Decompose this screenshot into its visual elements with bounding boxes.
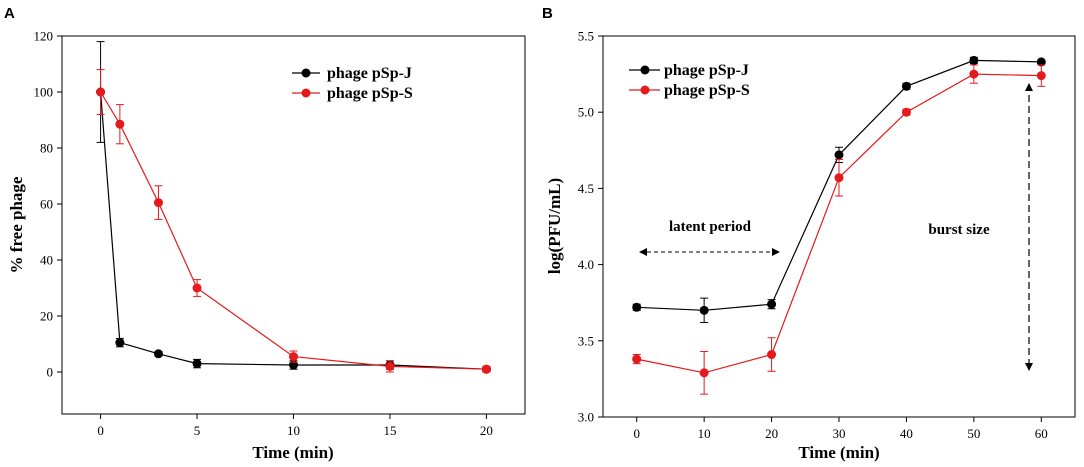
- panel-b-x-tick-label-60: 60: [1035, 426, 1048, 441]
- panel-b-y-ticks: 3.0 3.5 4.0 4.5 5.0 5.5: [578, 29, 603, 425]
- panel-a-legend-marker-psps: [301, 88, 311, 98]
- panel-b-y-tick-label-3.5: 3.5: [578, 333, 594, 348]
- panel-b-x-tick-label-40: 40: [900, 426, 913, 441]
- panel-b-data-point-psps-0: [632, 354, 642, 364]
- panel-b-x-tick-label-10: 10: [698, 426, 711, 441]
- panel-a-y-tick-label-120: 120: [34, 29, 54, 44]
- panel-b-legend: phage pSp-J phage pSp-S: [629, 62, 750, 99]
- panel-a-data-point-pspj-3: [153, 349, 163, 359]
- panel-a-data-point-psps-0: [96, 87, 106, 97]
- panel-b-data-point-pspj-60: [1036, 57, 1046, 67]
- panel-a-y-tick-label-20: 20: [40, 309, 53, 324]
- panel-a-x-tick-label-10: 10: [287, 423, 300, 438]
- panel-a-y-tick-label-60: 60: [40, 197, 53, 212]
- panel-b-data-point-psps-40: [901, 107, 911, 117]
- panel-b-chart: B 0 10 20 30 40 50 60 3.0 3.5 4.0 4.5 5.0 5.5 Time …: [542, 5, 1076, 462]
- panel-b-data-point-psps-20: [767, 350, 777, 360]
- panel-b-legend-marker-psps: [640, 85, 650, 95]
- panel-b-legend-label-pspj: phage pSp-J: [664, 62, 749, 79]
- panel-b-y-tick-label-5.5: 5.5: [578, 29, 594, 44]
- panel-a-data-point-psps-15: [385, 361, 395, 371]
- panel-b-data-point-pspj-50: [969, 55, 979, 65]
- latent-period-label: latent period: [669, 219, 752, 235]
- panel-a-data-point-psps-10: [289, 352, 298, 362]
- panel-b-y-tick-label-4: 4.0: [578, 257, 594, 272]
- panel-b-data-point-psps-10: [699, 368, 709, 378]
- panel-b-data-point-pspj-20: [767, 299, 777, 309]
- panel-b-x-ticks: 0 10 20 30 40 50 60: [633, 417, 1048, 441]
- panel-b-data-point-pspj-0: [632, 302, 642, 312]
- burst-size-label: burst size: [928, 222, 990, 238]
- panel-a-y-tick-label-100: 100: [34, 85, 54, 100]
- panel-a-y-tick-label-40: 40: [40, 253, 53, 268]
- panel-a-chart: A 0 5 10 15 20 0 20 40 60 80 100 120 Time (min) % …: [4, 5, 526, 462]
- panel-a-legend-label-psps: phage pSp-S: [327, 85, 413, 102]
- panel-b-x-axis-label: Time (min): [798, 443, 879, 462]
- panel-a-letter: A: [4, 5, 15, 22]
- panel-b-y-tick-label-5: 5.0: [578, 105, 594, 120]
- panel-a-legend-marker-pspj: [301, 68, 311, 78]
- panel-b-x-tick-label-30: 30: [833, 426, 846, 441]
- panel-a-x-ticks: 0 5 10 15 20: [97, 414, 493, 438]
- panel-a-x-tick-label-15: 15: [383, 423, 396, 438]
- panel-b-series: [632, 55, 1046, 395]
- panel-a-x-axis-label: Time (min): [252, 443, 333, 462]
- panel-a-x-tick-label-5: 5: [194, 423, 201, 438]
- panel-a-series-line-psps: [100, 91, 487, 370]
- panel-a-data-point-pspj-5: [192, 359, 202, 369]
- panel-b-y-axis-label: log(PFU/mL): [545, 178, 564, 274]
- panel-b-data-point-pspj-40: [901, 81, 911, 91]
- panel-a-data-point-psps-1: [115, 119, 125, 129]
- panel-a-x-tick-label-20: 20: [480, 423, 493, 438]
- panel-a-series-line-pspj: [100, 91, 487, 370]
- panel-a-data-point-psps-20: [481, 364, 491, 374]
- panel-b-x-tick-label-20: 20: [765, 426, 778, 441]
- panel-a-y-tick-label-80: 80: [40, 141, 53, 156]
- panel-a-y-tick-label-0: 0: [47, 365, 54, 380]
- panel-b-data-point-pspj-10: [699, 305, 709, 315]
- panel-a-data-point-pspj-1: [115, 338, 125, 348]
- panel-b-data-point-pspj-30: [834, 150, 844, 160]
- panel-a-y-axis-label: % free phage: [7, 176, 26, 273]
- panel-b-legend-marker-pspj: [640, 65, 650, 75]
- panel-a-x-tick-label-0: 0: [97, 423, 104, 438]
- panel-b-x-tick-label-50: 50: [967, 426, 980, 441]
- panel-b-data-point-psps-30: [834, 173, 844, 183]
- panel-b-y-tick-label-4.5: 4.5: [578, 181, 594, 196]
- panel-b-data-point-psps-50: [969, 69, 979, 79]
- panel-a-legend-label-pspj: phage pSp-J: [327, 65, 412, 82]
- panel-a-series: [96, 41, 491, 374]
- panel-b-data-point-psps-60: [1036, 71, 1046, 81]
- panel-b-y-tick-label-3: 3.0: [578, 410, 594, 425]
- panel-a-data-point-pspj-10: [289, 360, 298, 370]
- panel-a-data-point-psps-5: [192, 283, 202, 293]
- panel-a-y-ticks: 0 20 40 60 80 100 120: [34, 29, 62, 380]
- panel-a-legend: phage pSp-J phage pSp-S: [292, 65, 413, 102]
- panel-b-legend-label-psps: phage pSp-S: [664, 82, 750, 99]
- panel-b-letter: B: [542, 5, 553, 22]
- panel-b-x-tick-label-0: 0: [633, 426, 640, 441]
- panel-a-data-point-psps-3: [153, 198, 163, 208]
